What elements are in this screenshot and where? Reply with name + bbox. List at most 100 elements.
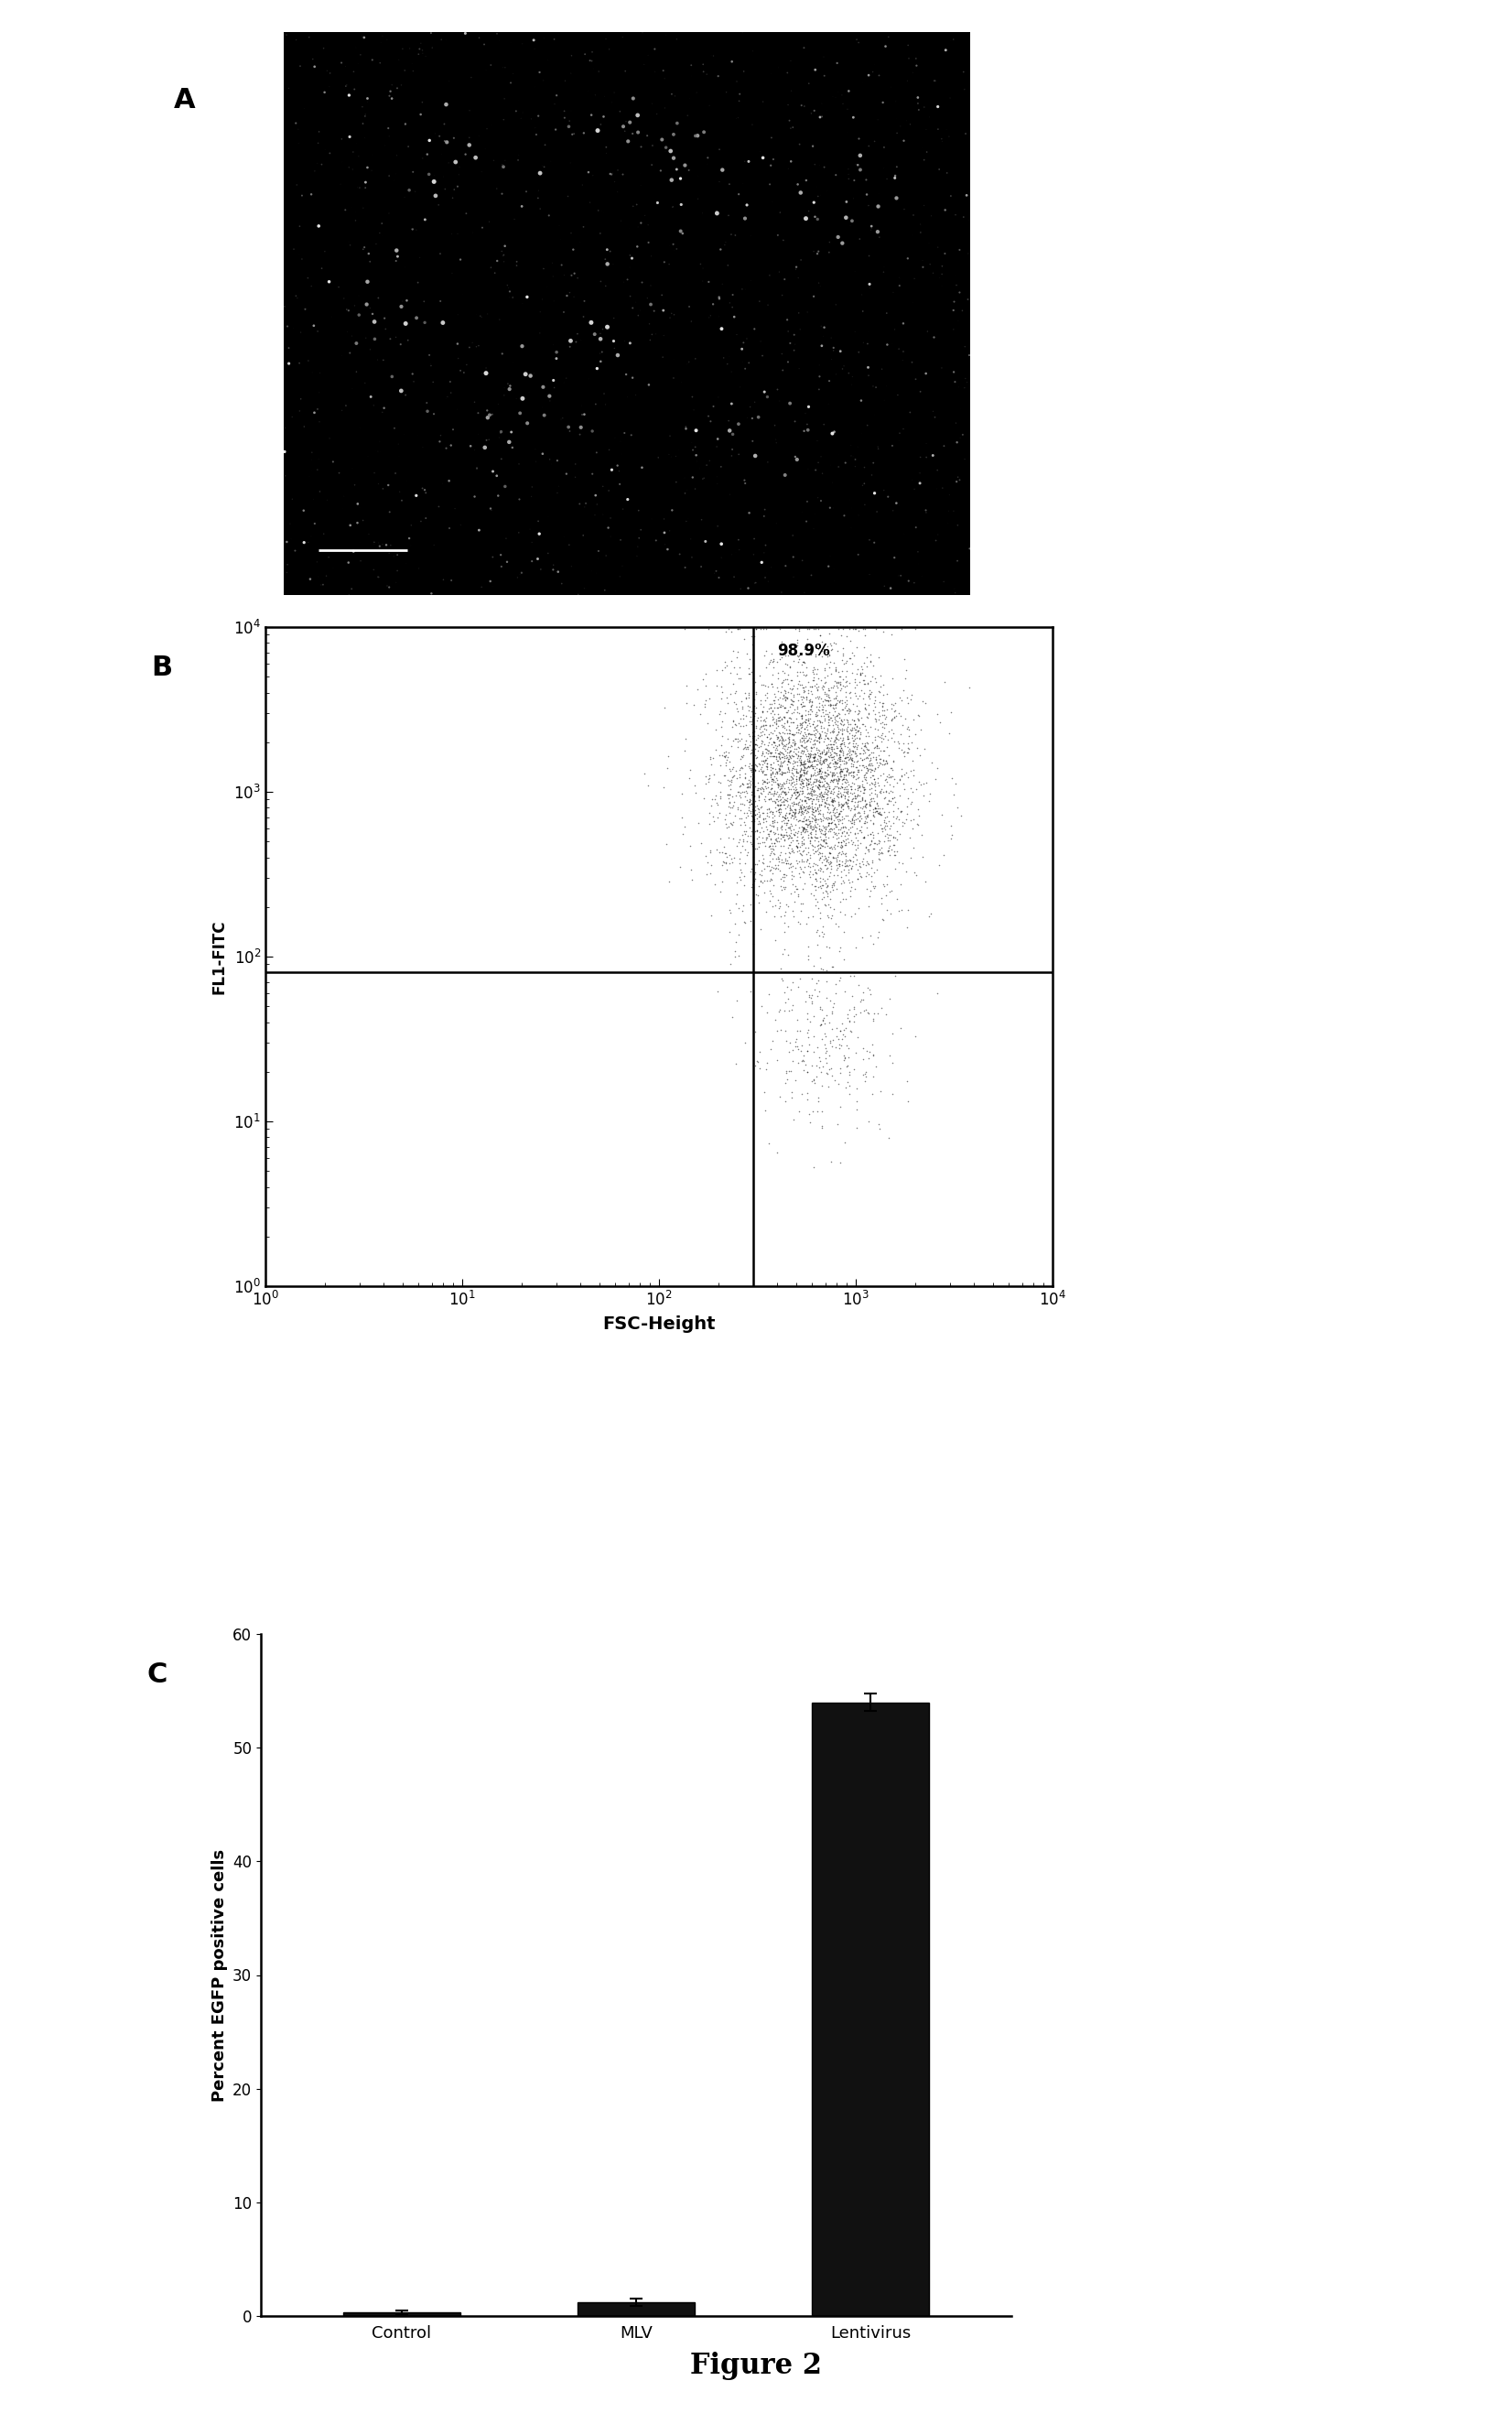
Point: [776, 742, 800, 781]
Point: [812, 318, 836, 356]
Point: [806, 788, 830, 827]
Point: [820, 718, 844, 756]
Point: [795, 1074, 820, 1113]
Point: [774, 545, 798, 584]
Point: [821, 332, 845, 371]
Point: [797, 63, 821, 102]
Point: [770, 730, 794, 768]
Point: [738, 781, 762, 819]
Point: [838, 722, 862, 761]
Point: [792, 671, 816, 710]
Point: [824, 650, 848, 688]
Point: [815, 720, 839, 759]
Point: [835, 788, 859, 827]
Point: [785, 1011, 809, 1050]
Point: [618, 325, 643, 364]
Point: [907, 463, 931, 502]
Point: [751, 861, 776, 899]
Point: [662, 78, 686, 116]
Point: [727, 75, 751, 114]
Point: [779, 776, 803, 814]
Point: [812, 657, 836, 696]
Point: [779, 819, 803, 858]
Point: [795, 1081, 820, 1120]
Point: [352, 228, 376, 267]
Point: [602, 162, 626, 201]
Point: [807, 841, 832, 880]
Point: [794, 972, 818, 1011]
Point: [777, 710, 801, 749]
Point: [838, 671, 862, 710]
Point: [631, 507, 655, 545]
Point: [830, 684, 854, 722]
Point: [473, 128, 497, 167]
Point: [767, 698, 791, 737]
Point: [835, 742, 859, 781]
Point: [606, 451, 631, 490]
Point: [386, 536, 410, 574]
Point: [744, 562, 768, 601]
Point: [830, 814, 854, 853]
Point: [670, 773, 694, 812]
Point: [862, 737, 886, 776]
Point: [847, 676, 871, 715]
Point: [789, 1025, 813, 1064]
Point: [863, 764, 888, 802]
Point: [522, 22, 546, 61]
Point: [408, 238, 432, 276]
Point: [773, 814, 797, 853]
Point: [528, 293, 552, 332]
Point: [712, 225, 736, 264]
Point: [860, 751, 885, 790]
Point: [720, 788, 744, 827]
Point: [750, 720, 774, 759]
Point: [829, 822, 853, 861]
Point: [780, 715, 804, 754]
Point: [841, 652, 865, 691]
Point: [824, 720, 848, 759]
Point: [367, 41, 392, 80]
Point: [894, 650, 918, 688]
Point: [888, 422, 912, 461]
Point: [798, 824, 823, 863]
Point: [812, 722, 836, 761]
Point: [823, 688, 847, 727]
Point: [764, 701, 788, 739]
Point: [906, 85, 930, 124]
Point: [827, 742, 851, 781]
Point: [807, 851, 832, 890]
Point: [449, 128, 473, 167]
Point: [747, 790, 771, 829]
Point: [847, 536, 871, 574]
Point: [761, 654, 785, 693]
Point: [780, 751, 804, 790]
Point: [812, 783, 836, 822]
Point: [795, 999, 820, 1037]
Point: [782, 676, 806, 715]
Point: [806, 422, 830, 461]
Point: [862, 395, 886, 434]
Point: [395, 281, 419, 320]
Point: [789, 696, 813, 734]
Point: [810, 688, 835, 727]
Point: [729, 851, 753, 890]
Point: [818, 797, 842, 836]
Point: [875, 785, 900, 824]
Point: [680, 458, 705, 497]
Point: [801, 749, 826, 788]
Point: [810, 327, 835, 366]
Point: [885, 812, 909, 851]
Point: [491, 99, 516, 138]
Point: [581, 48, 605, 87]
Point: [779, 710, 803, 749]
Point: [836, 846, 860, 885]
Point: [767, 841, 791, 880]
Point: [709, 708, 733, 747]
Point: [842, 778, 866, 817]
Point: [812, 778, 836, 817]
Point: [919, 894, 943, 933]
Point: [827, 817, 851, 856]
Point: [782, 674, 806, 713]
Point: [569, 407, 593, 446]
Point: [575, 545, 599, 584]
